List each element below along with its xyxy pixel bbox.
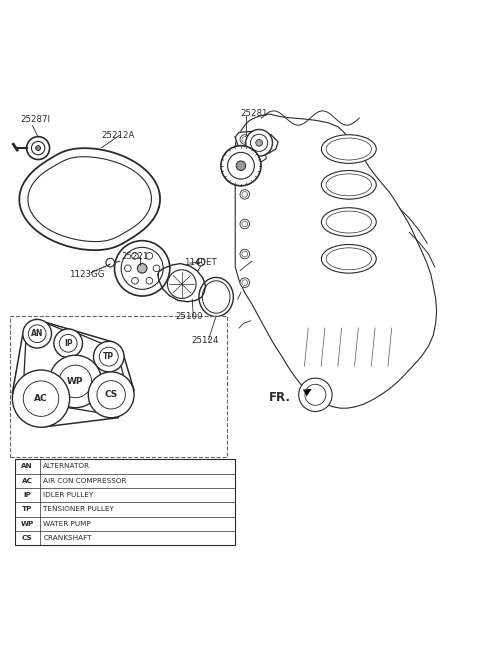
- Text: AC: AC: [34, 394, 48, 403]
- Circle shape: [242, 251, 248, 257]
- Circle shape: [106, 258, 115, 267]
- Circle shape: [23, 381, 59, 417]
- Polygon shape: [242, 149, 266, 163]
- Polygon shape: [235, 131, 278, 156]
- Text: IP: IP: [64, 338, 72, 348]
- Circle shape: [32, 142, 45, 155]
- Text: AN: AN: [21, 463, 33, 470]
- Text: 1140ET: 1140ET: [184, 258, 216, 266]
- Circle shape: [240, 278, 250, 287]
- Ellipse shape: [326, 211, 372, 233]
- Ellipse shape: [202, 281, 230, 313]
- Circle shape: [94, 341, 124, 372]
- Circle shape: [54, 329, 83, 358]
- Circle shape: [242, 221, 248, 227]
- Circle shape: [28, 325, 46, 342]
- Circle shape: [168, 270, 196, 298]
- Ellipse shape: [322, 208, 376, 236]
- Circle shape: [146, 277, 153, 284]
- Circle shape: [242, 280, 248, 285]
- Circle shape: [97, 380, 125, 409]
- Text: 25287I: 25287I: [21, 115, 50, 125]
- Text: AC: AC: [22, 478, 33, 483]
- Circle shape: [242, 136, 248, 142]
- Text: ALTERNATOR: ALTERNATOR: [43, 463, 90, 470]
- Circle shape: [59, 365, 92, 398]
- Circle shape: [124, 265, 131, 272]
- Text: CRANKSHAFT: CRANKSHAFT: [43, 535, 92, 541]
- Circle shape: [240, 219, 250, 229]
- Circle shape: [60, 335, 77, 352]
- Ellipse shape: [326, 248, 372, 270]
- Text: 25124: 25124: [192, 336, 219, 345]
- Circle shape: [23, 319, 51, 348]
- Circle shape: [251, 134, 268, 152]
- Circle shape: [99, 347, 118, 366]
- Text: TP: TP: [103, 352, 114, 361]
- Text: 25221: 25221: [121, 252, 149, 261]
- Text: IDLER PULLEY: IDLER PULLEY: [43, 492, 94, 498]
- Polygon shape: [158, 264, 205, 302]
- Text: 1123GG: 1123GG: [69, 270, 105, 279]
- Text: TENSIONER PULLEY: TENSIONER PULLEY: [43, 506, 114, 512]
- Circle shape: [242, 163, 248, 169]
- Circle shape: [153, 265, 160, 272]
- Text: 25212A: 25212A: [102, 131, 135, 140]
- Circle shape: [246, 129, 273, 156]
- Text: WP: WP: [67, 377, 84, 386]
- Circle shape: [305, 384, 326, 405]
- Circle shape: [240, 161, 250, 171]
- Circle shape: [221, 146, 261, 186]
- Text: AN: AN: [31, 329, 43, 338]
- Ellipse shape: [326, 138, 372, 160]
- Circle shape: [197, 258, 204, 266]
- Circle shape: [256, 140, 263, 146]
- Text: IP: IP: [23, 492, 31, 498]
- Circle shape: [12, 370, 70, 427]
- Bar: [10, 316, 227, 457]
- Text: WP: WP: [21, 521, 34, 527]
- Text: 25100: 25100: [176, 312, 203, 321]
- Bar: [15, 459, 235, 545]
- Circle shape: [132, 253, 138, 259]
- Ellipse shape: [322, 171, 376, 199]
- Text: FR.: FR.: [269, 391, 290, 403]
- Circle shape: [299, 378, 332, 411]
- Ellipse shape: [322, 134, 376, 163]
- Circle shape: [228, 152, 254, 179]
- Circle shape: [242, 192, 248, 197]
- Circle shape: [115, 241, 170, 296]
- Circle shape: [88, 372, 134, 418]
- Text: TP: TP: [22, 506, 32, 512]
- Text: WATER PUMP: WATER PUMP: [43, 521, 91, 527]
- Circle shape: [240, 190, 250, 199]
- Text: CS: CS: [105, 390, 118, 400]
- Circle shape: [240, 249, 250, 259]
- Circle shape: [27, 136, 49, 159]
- Circle shape: [146, 253, 153, 259]
- Ellipse shape: [326, 174, 372, 195]
- Text: CS: CS: [22, 535, 33, 541]
- Text: AIR CON COMPRESSOR: AIR CON COMPRESSOR: [43, 478, 127, 483]
- Ellipse shape: [199, 277, 233, 317]
- Circle shape: [49, 355, 102, 407]
- Polygon shape: [235, 114, 437, 408]
- Circle shape: [121, 247, 163, 289]
- Circle shape: [240, 134, 250, 144]
- Circle shape: [132, 277, 138, 284]
- Circle shape: [36, 146, 40, 150]
- Circle shape: [236, 161, 246, 171]
- Ellipse shape: [322, 245, 376, 273]
- Text: 25281: 25281: [240, 109, 267, 117]
- Circle shape: [137, 264, 147, 273]
